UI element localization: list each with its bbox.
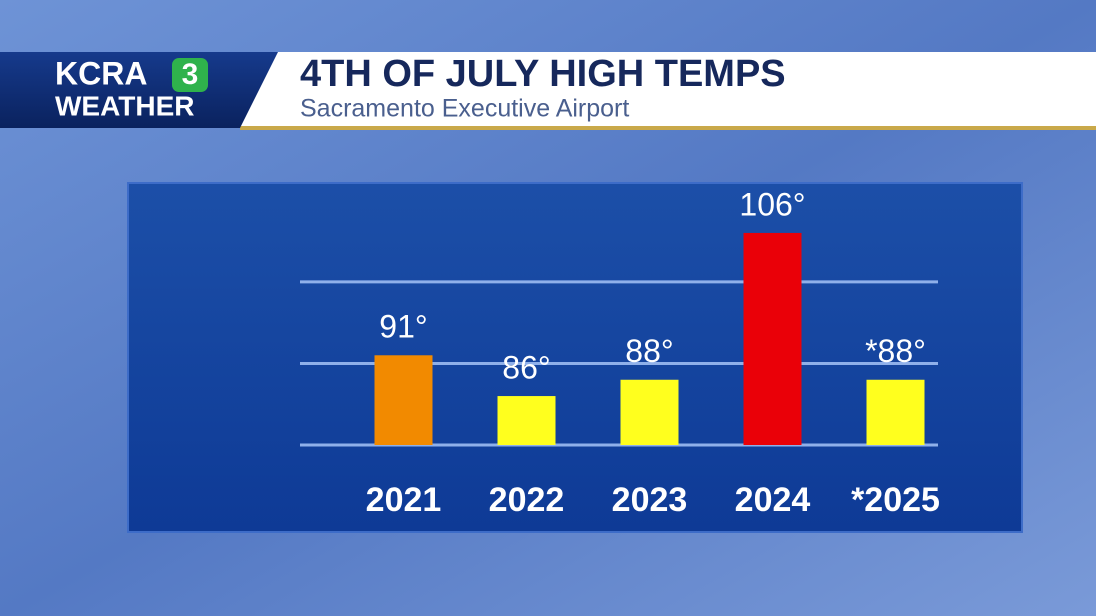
x-tick-label: 2022: [489, 481, 565, 519]
chart-subtitle: Sacramento Executive Airport: [300, 95, 629, 123]
bar: [743, 232, 802, 445]
value-label: 88°: [625, 333, 673, 369]
bar: [620, 379, 679, 445]
logo-text: KCRA: [55, 55, 147, 91]
bar: [866, 379, 925, 445]
value-label: 86°: [502, 350, 550, 386]
bar: [497, 396, 556, 445]
logo-panel: [0, 52, 278, 128]
x-tick-label: *2025: [851, 481, 940, 519]
bar: [374, 355, 433, 445]
value-label: 106°: [739, 186, 805, 222]
logo-number: 3: [182, 58, 199, 91]
x-tick-label: 2023: [612, 481, 688, 519]
chart-title: 4TH OF JULY HIGH TEMPS: [300, 53, 786, 95]
x-tick-label: 2024: [735, 481, 811, 519]
title-rule: [240, 126, 1096, 130]
chart-panel: [127, 182, 1023, 533]
logo-badge: [172, 58, 208, 92]
value-label: 91°: [379, 309, 427, 345]
value-label: *88°: [865, 333, 926, 369]
title-band: [240, 52, 1096, 126]
logo-subtext: WEATHER: [55, 90, 194, 121]
x-tick-label: 2021: [366, 481, 442, 519]
